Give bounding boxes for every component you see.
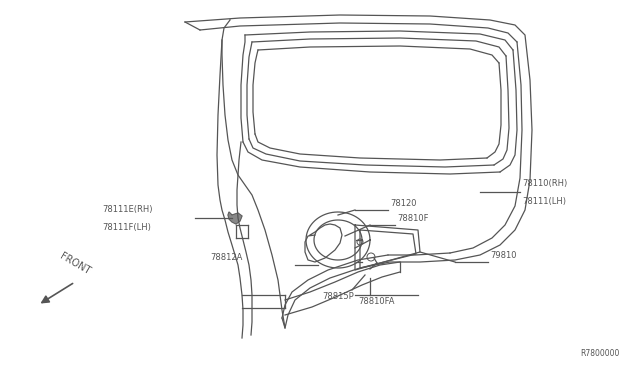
Text: FRONT: FRONT (58, 251, 92, 276)
Text: 78110(RH): 78110(RH) (522, 179, 567, 188)
Text: 79810: 79810 (490, 251, 516, 260)
Text: 78120: 78120 (390, 199, 417, 208)
Text: 78111E(RH): 78111E(RH) (102, 205, 152, 214)
Text: 78111F(LH): 78111F(LH) (102, 223, 151, 232)
Polygon shape (228, 212, 242, 224)
Text: 78810FA: 78810FA (358, 297, 394, 306)
Text: 78812A: 78812A (210, 253, 243, 262)
Text: 78111(LH): 78111(LH) (522, 197, 566, 206)
Text: R7800000: R7800000 (580, 349, 620, 358)
Text: 78810F: 78810F (397, 214, 429, 223)
Text: 78815P: 78815P (322, 292, 354, 301)
